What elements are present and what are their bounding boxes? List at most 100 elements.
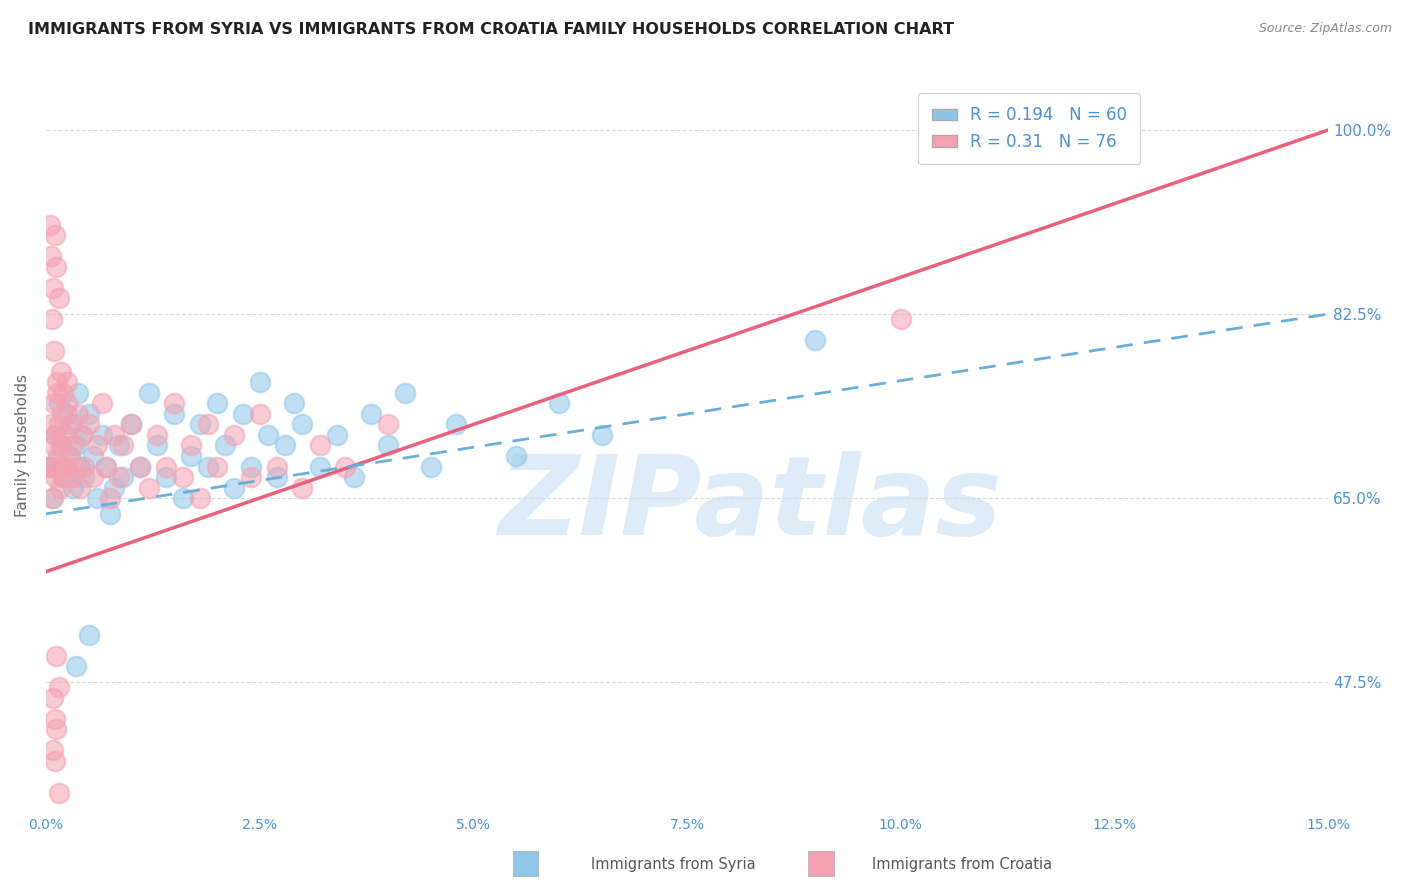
Point: [73, 459, 96, 474]
Point: [42, 281, 65, 295]
Point: [138, 385, 160, 400]
Point: [890, 312, 912, 326]
Point: [804, 334, 827, 348]
Point: [45, 648, 67, 663]
Point: [82, 470, 104, 484]
Text: Immigrants from Syria: Immigrants from Syria: [591, 857, 755, 872]
Point: [283, 396, 305, 410]
Text: Immigrants from Croatia: Immigrants from Croatia: [872, 857, 1052, 872]
Point: [103, 481, 125, 495]
Point: [42, 438, 65, 452]
Point: [163, 396, 186, 410]
Text: IMMIGRANTS FROM SYRIA VS IMMIGRANTS FROM CROATIA FAMILY HOUSEHOLDS CORRELATION C: IMMIGRANTS FROM SYRIA VS IMMIGRANTS FROM…: [28, 22, 955, 37]
Point: [51, 365, 73, 379]
Point: [42, 491, 65, 505]
Point: [69, 481, 91, 495]
Point: [53, 428, 76, 442]
Point: [82, 449, 104, 463]
Point: [377, 417, 399, 432]
Point: [308, 438, 330, 452]
Point: [42, 343, 65, 358]
Point: [188, 491, 211, 505]
Point: [46, 385, 69, 400]
Point: [547, 396, 569, 410]
Point: [86, 438, 108, 452]
Point: [222, 428, 245, 442]
Point: [394, 385, 416, 400]
Point: [58, 449, 80, 463]
Point: [65, 659, 87, 673]
Point: [52, 470, 75, 484]
Point: [59, 449, 82, 463]
Text: Source: ZipAtlas.com: Source: ZipAtlas.com: [1258, 22, 1392, 36]
Point: [45, 454, 67, 468]
Point: [56, 407, 79, 421]
Point: [240, 459, 263, 474]
Point: [51, 438, 73, 452]
Point: [62, 438, 84, 452]
Point: [56, 396, 79, 410]
Point: [188, 417, 211, 432]
Point: [52, 470, 75, 484]
Point: [266, 470, 288, 484]
Point: [51, 459, 73, 474]
Point: [94, 459, 117, 474]
Point: [120, 417, 142, 432]
Point: [146, 428, 169, 442]
Point: [103, 428, 125, 442]
Point: [138, 481, 160, 495]
Point: [39, 218, 62, 232]
Point: [44, 428, 66, 442]
Point: [49, 438, 72, 452]
Point: [111, 470, 134, 484]
Point: [222, 481, 245, 495]
Point: [111, 438, 134, 452]
Point: [44, 428, 66, 442]
Point: [48, 417, 70, 432]
Point: [180, 449, 202, 463]
Point: [155, 470, 177, 484]
Point: [419, 459, 441, 474]
Point: [73, 470, 96, 484]
Point: [42, 743, 65, 757]
Y-axis label: Family Households: Family Households: [15, 374, 30, 517]
Point: [46, 376, 69, 390]
Point: [69, 459, 91, 474]
Point: [325, 428, 347, 442]
Point: [232, 407, 254, 421]
Legend: R = 0.194   N = 60, R = 0.31   N = 76: R = 0.194 N = 60, R = 0.31 N = 76: [918, 93, 1140, 164]
Point: [274, 438, 297, 452]
Point: [94, 459, 117, 474]
Point: [77, 407, 100, 421]
Point: [39, 249, 62, 263]
Point: [60, 417, 83, 432]
Point: [98, 507, 121, 521]
Point: [59, 417, 82, 432]
Point: [52, 385, 75, 400]
Point: [45, 260, 67, 274]
Point: [107, 438, 129, 452]
Point: [65, 438, 87, 452]
Point: [308, 459, 330, 474]
Point: [70, 428, 93, 442]
Point: [249, 407, 271, 421]
Point: [77, 628, 100, 642]
Point: [343, 470, 366, 484]
Point: [55, 459, 77, 474]
Point: [360, 407, 382, 421]
Point: [257, 428, 280, 442]
Point: [249, 376, 271, 390]
Point: [39, 459, 62, 474]
Point: [107, 470, 129, 484]
Point: [591, 428, 613, 442]
Point: [42, 396, 65, 410]
Point: [214, 438, 236, 452]
Point: [86, 491, 108, 505]
Point: [197, 459, 219, 474]
Point: [98, 491, 121, 505]
Text: ZIPatlas: ZIPatlas: [499, 450, 1002, 558]
Point: [172, 470, 194, 484]
Point: [44, 228, 66, 243]
Point: [129, 459, 152, 474]
Point: [172, 491, 194, 505]
